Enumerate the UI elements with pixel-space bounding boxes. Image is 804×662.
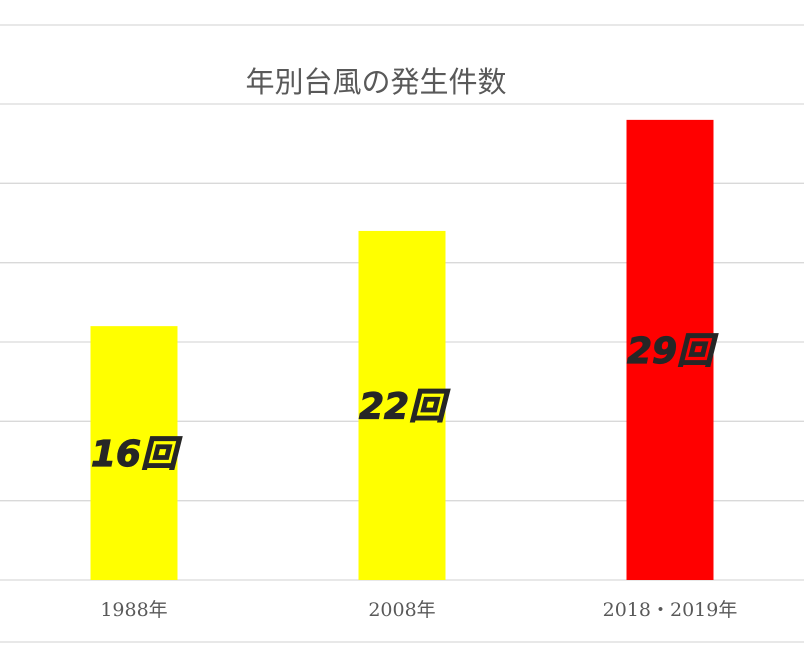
x-tick-label: 2008年 [368, 599, 435, 621]
data-label: 29回 [627, 331, 718, 372]
chart-title: 年別台風の発生件数 [245, 65, 506, 99]
bars [90, 119, 714, 580]
data-label: 22回 [359, 386, 450, 427]
x-axis-ticks: 1988年 2008年 2018・2019年 [100, 599, 737, 621]
bar [358, 230, 446, 580]
x-tick-label: 2018・2019年 [603, 599, 738, 621]
data-labels: 16回 22回 29回 [90, 330, 718, 475]
bar [90, 326, 178, 580]
bar [626, 119, 714, 580]
x-tick-label: 1988年 [100, 599, 167, 621]
data-label: 16回 [91, 434, 182, 475]
